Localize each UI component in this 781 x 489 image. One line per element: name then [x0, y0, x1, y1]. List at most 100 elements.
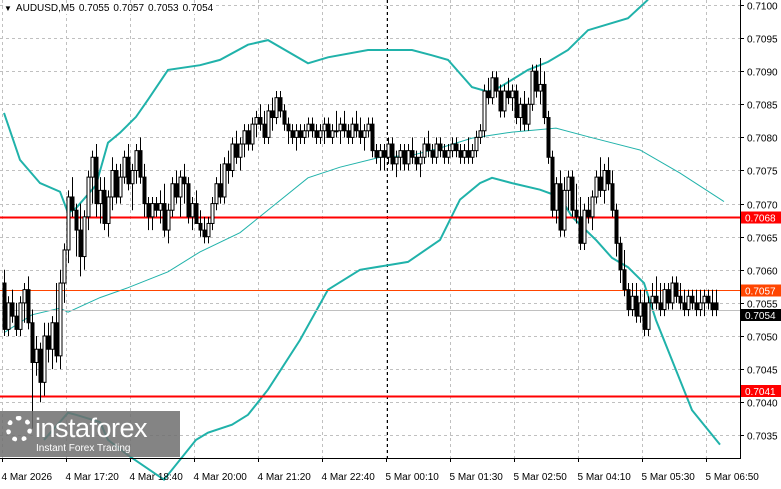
- level-label-bg: [741, 385, 781, 397]
- grid: [0, 0, 740, 458]
- candle-bear: [550, 156, 555, 211]
- candle-bull: [170, 183, 175, 211]
- candle-bull: [474, 136, 479, 152]
- x-tick-label: 4 Mar 21:20: [258, 472, 312, 483]
- candle-bear: [174, 183, 179, 198]
- candle-bull: [254, 117, 259, 125]
- watermark-logo: instaforex: [6, 413, 148, 444]
- candle-bull: [6, 302, 11, 330]
- candle-bull: [34, 348, 39, 363]
- y-tick-label: 0.7060: [747, 267, 778, 278]
- candle-bull: [110, 170, 115, 198]
- ohlc-close: 0.7054: [182, 3, 214, 14]
- candle-bull: [238, 143, 243, 158]
- candle-bear: [546, 117, 551, 158]
- candle-bull: [98, 189, 103, 205]
- candle-bull: [518, 103, 523, 119]
- dropdown-triangle-icon[interactable]: ▼: [4, 4, 12, 13]
- candle-bull: [646, 302, 651, 330]
- watermark-brand: instaforex: [35, 413, 148, 443]
- candle-bull: [230, 143, 235, 172]
- candle-bear: [506, 90, 511, 99]
- candle-bull: [662, 289, 667, 311]
- level-label-bg: [741, 284, 781, 297]
- candle-bear: [78, 229, 83, 258]
- candle-bull: [418, 156, 423, 165]
- candle-bull: [206, 222, 211, 238]
- candle-bear: [218, 183, 223, 198]
- candle-bear: [226, 163, 231, 172]
- candle-bear: [246, 130, 251, 145]
- candle-bull: [22, 289, 27, 304]
- candle-bull: [510, 90, 515, 99]
- candle-bear: [426, 143, 431, 152]
- instaforex-watermark: instaforex Instant Forex Trading: [0, 411, 180, 457]
- x-tick-label: 5 Mar 06:50: [706, 472, 760, 483]
- candle-bear: [154, 203, 159, 211]
- candle-bear: [26, 289, 31, 324]
- x-tick-label: 4 Mar 2026: [2, 472, 53, 483]
- candle-bear: [430, 150, 435, 158]
- x-tick-label: 5 Mar 02:50: [514, 472, 568, 483]
- candle-bull: [450, 143, 455, 152]
- candle-bear: [534, 70, 539, 92]
- candle-bear: [570, 176, 575, 211]
- candle-bear: [614, 209, 619, 244]
- candle-bull: [478, 130, 483, 138]
- candle-bull: [90, 156, 95, 178]
- candle-bull: [702, 295, 707, 304]
- candle-bull: [462, 150, 467, 158]
- candle-bear: [270, 110, 275, 119]
- candle-bull: [398, 150, 403, 158]
- y-tick-label: 0.7040: [747, 399, 778, 410]
- level-label-bg: [741, 309, 781, 321]
- candle-bull: [566, 176, 571, 191]
- candle-bull: [306, 123, 311, 132]
- candle-bull: [502, 90, 507, 112]
- candle-bear: [622, 269, 627, 291]
- candle-bull: [330, 130, 335, 138]
- candle-bear: [710, 302, 715, 311]
- candle-bull: [42, 335, 47, 383]
- candle-bull: [590, 196, 595, 218]
- candle-bear: [186, 183, 191, 218]
- gear-logo-icon: [6, 415, 32, 442]
- time-axis[interactable]: 4 Mar 2026 4 Mar 17:20 4 Mar 18:40 4 Mar 20…: [2, 458, 760, 483]
- candle-bear: [634, 295, 639, 317]
- candle-bear: [466, 150, 471, 158]
- y-tick-label: 0.7045: [747, 366, 778, 377]
- ohlc-open: 0.7055: [78, 3, 110, 14]
- candle-bear: [714, 302, 719, 311]
- candle-bull: [322, 123, 327, 132]
- candle-bear: [146, 203, 151, 218]
- candle-bull: [530, 70, 535, 105]
- candle-bull: [190, 203, 195, 218]
- candle-bull: [362, 130, 367, 138]
- candle-bull: [490, 77, 495, 99]
- y-tick-label: 0.7075: [747, 167, 778, 178]
- price-axis[interactable]: 0.7100 0.7095 0.7090 0.7085 0.7080 0.7075 0.70…: [740, 2, 778, 443]
- candle-bull: [526, 103, 531, 125]
- x-tick-label: 4 Mar 22:40: [322, 472, 376, 483]
- candle-bull: [698, 302, 703, 311]
- candle-bull: [406, 150, 411, 165]
- candle-bear: [618, 242, 623, 271]
- candle-bull: [630, 295, 635, 311]
- y-tick-label: 0.7035: [747, 432, 778, 443]
- x-tick-label: 5 Mar 04:10: [578, 472, 632, 483]
- candle-bull: [178, 176, 183, 198]
- candle-bear: [234, 143, 239, 158]
- ohlc-low: 0.7053: [148, 3, 179, 14]
- candle-bear: [522, 103, 527, 125]
- candle-bull: [446, 150, 451, 158]
- candle-bear: [390, 143, 395, 165]
- candle-bear: [262, 123, 267, 138]
- candle-bull: [130, 170, 135, 185]
- bollinger-middle-band: [3, 127, 725, 334]
- candle-bull: [242, 130, 247, 145]
- candle-bull: [338, 123, 343, 132]
- candle-bull: [122, 156, 127, 178]
- x-tick-label: 5 Mar 00:10: [386, 472, 440, 483]
- watermark-tagline: Instant Forex Trading: [36, 443, 131, 454]
